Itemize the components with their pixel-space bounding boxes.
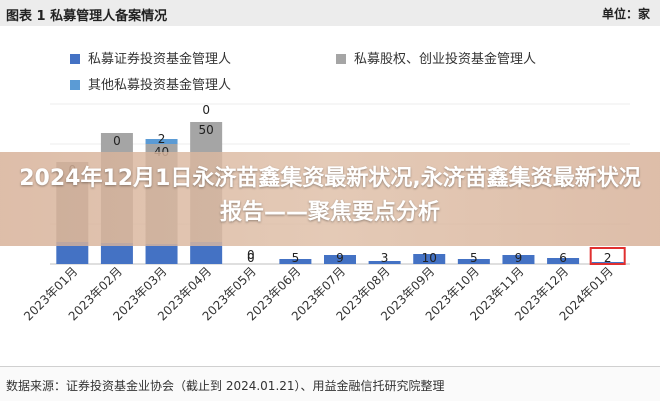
headline-text: 2024年12月1日永济苗鑫集资最新状况,永济苗鑫集资最新状况报告——聚焦要点分… (19, 166, 641, 225)
data-label: 10 (422, 251, 437, 265)
bar-segment (368, 261, 401, 264)
data-label: 0 (113, 134, 121, 148)
bar-segment (100, 243, 133, 264)
bar-segment (457, 259, 490, 264)
data-label: 3 (381, 251, 389, 265)
headline-banner (0, 152, 660, 246)
footer: 数据来源：证券投资基金业协会（截止到 2024.01.21）、用益金融信托研究院… (0, 366, 660, 401)
legend-swatch (336, 54, 346, 64)
data-label: 9 (515, 251, 523, 265)
figure-title: 图表 1 私募管理人备案情况 (6, 9, 168, 24)
data-label: 0 (202, 103, 210, 117)
figure-header: 图表 1 私募管理人备案情况 单位：家 (0, 0, 660, 27)
legend-swatch (70, 80, 80, 90)
bar-segment (502, 255, 535, 264)
data-label: 5 (470, 251, 478, 265)
data-label: 2 (604, 251, 612, 265)
legend-label: 私募股权、创业投资基金管理人 (354, 51, 536, 67)
data-label: 50 (199, 123, 214, 137)
bar-segment (279, 259, 312, 264)
bar-segment (145, 139, 178, 144)
highlight-box (589, 247, 626, 265)
data-label: 6 (559, 251, 567, 265)
data-label: 5 (292, 251, 300, 265)
data-source-note: 数据来源：证券投资基金业协会（截止到 2024.01.21）、用益金融信托研究院… (6, 379, 445, 393)
unit-label: 单位：家 (601, 7, 650, 21)
data-label: 0 (247, 248, 255, 262)
data-label: 9 (336, 251, 344, 265)
bar-segment (324, 255, 356, 264)
bar-segment (547, 258, 580, 264)
data-label: 0 (247, 251, 255, 265)
legend-swatch (70, 54, 80, 64)
legend-label: 其他私募投资基金管理人 (88, 77, 231, 93)
bar-segment (413, 254, 446, 264)
bar-segment (145, 244, 178, 264)
data-label: 2 (158, 132, 166, 146)
bar-segment (190, 242, 223, 264)
legend-label: 私募证券投资基金管理人 (88, 51, 231, 67)
bar-segment (56, 242, 89, 264)
